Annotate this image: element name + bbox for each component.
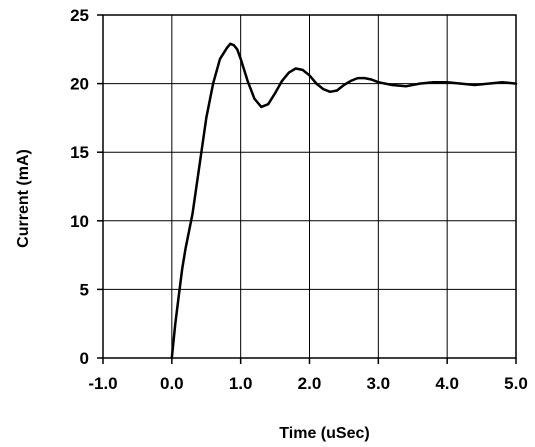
x-tick-label: -1.0 [88,374,117,393]
x-tick-label: 3.0 [367,374,391,393]
y-axis-title: Current (mA) [15,149,32,248]
x-tick-labels: -1.0 0.0 1.0 2.0 3.0 4.0 5.0 [88,374,527,393]
grid-lines [102,14,517,359]
x-tick-label: 4.0 [435,374,459,393]
y-tick-label: 10 [70,212,89,231]
y-tick-label: 5 [80,280,89,299]
y-tick-labels: 0 5 10 15 20 25 [70,6,89,368]
x-tick-label: 5.0 [504,374,528,393]
axes [97,14,517,364]
y-tick-label: 0 [80,349,89,368]
series-line [170,42,518,360]
x-tick-label: 2.0 [298,374,322,393]
y-tick-label: 20 [70,75,89,94]
x-tick-label: 0.0 [160,374,184,393]
x-tick-label: 1.0 [229,374,253,393]
y-tick-label: 15 [70,143,89,162]
y-tick-label: 25 [70,6,89,25]
x-axis-title: Time (uSec) [279,425,369,442]
